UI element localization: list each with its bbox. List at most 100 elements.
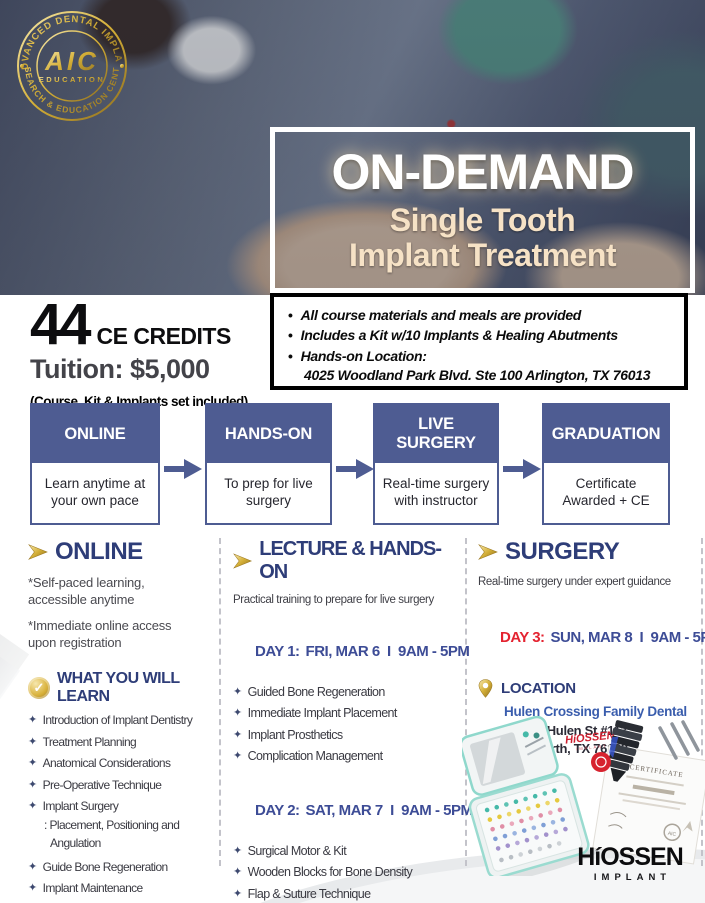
diamond-bullet-icon: ✦ (233, 750, 242, 762)
diamond-bullet-icon: ✦ (233, 887, 242, 900)
hero-subtitle: Single Tooth Implant Treatment (348, 201, 617, 273)
tuition-text: Tuition: $5,000 (30, 354, 210, 384)
online-note: *Self-paced learning, accessible anytime (28, 575, 145, 607)
svg-text:IMPLANT: IMPLANT (576, 743, 608, 751)
online-column: ONLINE *Self-paced learning, accessible … (28, 538, 220, 895)
flow-arrow-icon (164, 459, 202, 479)
hiossen-red-logo: HíOSSEN IMPLANT (565, 729, 617, 751)
diamond-bullet-icon: ✦ (28, 757, 37, 770)
info-bullet: • All course materials and meals are pro… (288, 305, 676, 325)
location-heading: LOCATION (501, 680, 576, 697)
learn-item: ✦ Anatomical Considerations (28, 756, 171, 771)
location-name: Hulen Crossing Family Dental (504, 704, 687, 719)
flow-arrow-icon (503, 459, 541, 479)
aic-education-logo: ADVANCED DENTAL IMPLANT RESEARCH & EDUCA… (12, 6, 127, 121)
column-divider (219, 538, 221, 866)
lecture-subtitle: Practical training to prepare for live s… (233, 594, 434, 606)
surgery-subtitle: Real-time surgery under expert guidance (478, 576, 671, 588)
diamond-bullet-icon: ✦ (28, 735, 37, 748)
flow-step-online: ONLINE Learn anytime at your own pace (30, 403, 160, 525)
learn-heading: WHAT YOU WILL LEARN (57, 669, 180, 705)
credits-block: 44 CE CREDITS Tuition: $5,000 (Course, K… (30, 292, 270, 409)
diamond-bullet-icon: ✦ (28, 882, 37, 895)
surgery-column: SURGERY Real-time surgery under expert g… (478, 538, 705, 759)
diamond-bullet-icon: ✦ (233, 866, 242, 878)
hiossen-brand-logo: HíOSSEN IMPLANT (574, 843, 686, 884)
day3-heading: DAY 3: SUN, MAR 8 I 9AM - 5PM (500, 629, 705, 646)
diamond-bullet-icon: ✦ (233, 707, 242, 719)
flow-step-desc: Real-time surgery with instructor (382, 476, 490, 508)
day2-item: ✦ Wooden Blocks for Bone Density (233, 865, 413, 879)
day2-item: ✦ Surgical Motor & Kit (233, 843, 347, 858)
day1-heading: DAY 1: FRI, MAR 6 I 9AM - 5PM (255, 643, 470, 660)
diamond-bullet-icon: ✦ (233, 685, 242, 698)
bullet-dot-icon: • (288, 327, 293, 344)
drill-bits-image (658, 720, 700, 760)
learn-item: ✦ Guide Bone Regeneration (28, 859, 168, 874)
flow-step-title: GRADUATION (544, 405, 668, 463)
hero-title-box: ON-DEMAND Single Tooth Implant Treatment (270, 127, 695, 293)
gold-arrow-icon (233, 553, 253, 569)
red-badge-icon (591, 752, 611, 772)
diamond-bullet-icon: ✦ (233, 844, 242, 857)
svg-text:HíOSSEN: HíOSSEN (565, 729, 617, 746)
hero-surgery-photo (0, 0, 705, 295)
learn-item: ✦ Treatment Planning (28, 734, 137, 749)
gold-arrow-icon (28, 544, 48, 560)
diagonal-swoosh-band (0, 585, 30, 903)
day1-item: ✦ Implant Prosthetics (233, 727, 343, 742)
diamond-bullet-icon: ✦ (28, 800, 37, 813)
ce-credits-number: 44 (30, 292, 91, 357)
flow-step-desc: To prep for live surgery (224, 476, 313, 508)
lecture-column: LECTURE & HANDS-ON Practical training to… (233, 538, 473, 903)
course-info-box: • All course materials and meals are pro… (270, 293, 688, 390)
flow-step-live-surgery: LIVE SURGERY Real-time surgery with inst… (373, 403, 499, 525)
brand-sub: IMPLANT (593, 872, 672, 883)
column-divider (701, 538, 703, 866)
diamond-bullet-icon: ✦ (233, 728, 242, 741)
learn-item: ✦ Introduction of Implant Dentistry (28, 713, 193, 728)
learn-item-sub: : Placement, Positioning and Angulation (44, 818, 180, 851)
flow-arrow-icon (336, 459, 374, 479)
info-bullet: • Includes a Kit w/10 Implants & Healing… (288, 325, 676, 345)
online-heading: ONLINE (55, 538, 143, 565)
info-bullet: • Hands-on Location: (288, 346, 676, 366)
implant-screw-image (609, 720, 644, 782)
lecture-heading: LECTURE & HANDS-ON (259, 538, 442, 583)
day1-item: ✦ Complication Management (233, 749, 383, 763)
flow-step-hands-on: HANDS-ON To prep for live surgery (205, 403, 332, 525)
gold-arrow-icon (478, 544, 498, 560)
flow-step-title: LIVE SURGERY (375, 405, 497, 463)
check-badge-icon: ✓ (28, 676, 50, 699)
flow-step-desc: Certificate Awarded + CE (562, 476, 650, 508)
flow-step-title: ONLINE (32, 405, 158, 463)
hands-on-address: 4025 Woodland Park Blvd. Ste 100 Arlingt… (304, 366, 651, 383)
day1-item: ✦ Immediate Implant Placement (233, 706, 397, 720)
diamond-bullet-icon: ✦ (28, 778, 37, 791)
diamond-bullet-icon: ✦ (28, 860, 37, 873)
hero-title: ON-DEMAND (331, 143, 634, 200)
brand-name: HíOSSEN (577, 843, 684, 871)
diamond-bullet-icon: ✦ (28, 714, 37, 727)
day1-item: ✦ Guided Bone Regeneration (233, 684, 385, 699)
day2-item: ✦ Flap & Suture Technique (233, 886, 371, 901)
surgery-heading: SURGERY (505, 538, 620, 565)
online-note: *Immediate online access upon registrati… (28, 617, 172, 650)
ce-credits-label: CE CREDITS (96, 323, 232, 349)
bullet-dot-icon: • (288, 347, 293, 364)
flow-step-graduation: GRADUATION Certificate Awarded + CE (542, 403, 670, 525)
learn-item: ✦ Implant Maintenance (28, 881, 143, 896)
svg-text:AIC: AIC (667, 831, 677, 838)
flow-step-desc: Learn anytime at your own pace (44, 476, 146, 508)
flow-step-title: HANDS-ON (207, 405, 330, 463)
bullet-dot-icon: • (288, 307, 293, 323)
implant-kit-collage: CERTIFICATE AIC HíOSSEN IMPLANT (462, 716, 705, 876)
diagonal-swoosh-band (0, 639, 21, 903)
location-pin-icon (478, 679, 493, 698)
learn-item: ✦ Implant Surgery (28, 799, 119, 814)
learn-item: ✦ Pre-Operative Technique (28, 777, 162, 792)
surgical-kit-image (462, 716, 599, 876)
day2-heading: DAY 2: SAT, MAR 7 I 9AM - 5PM (255, 802, 473, 819)
logo-center-text: AIC (44, 46, 99, 76)
